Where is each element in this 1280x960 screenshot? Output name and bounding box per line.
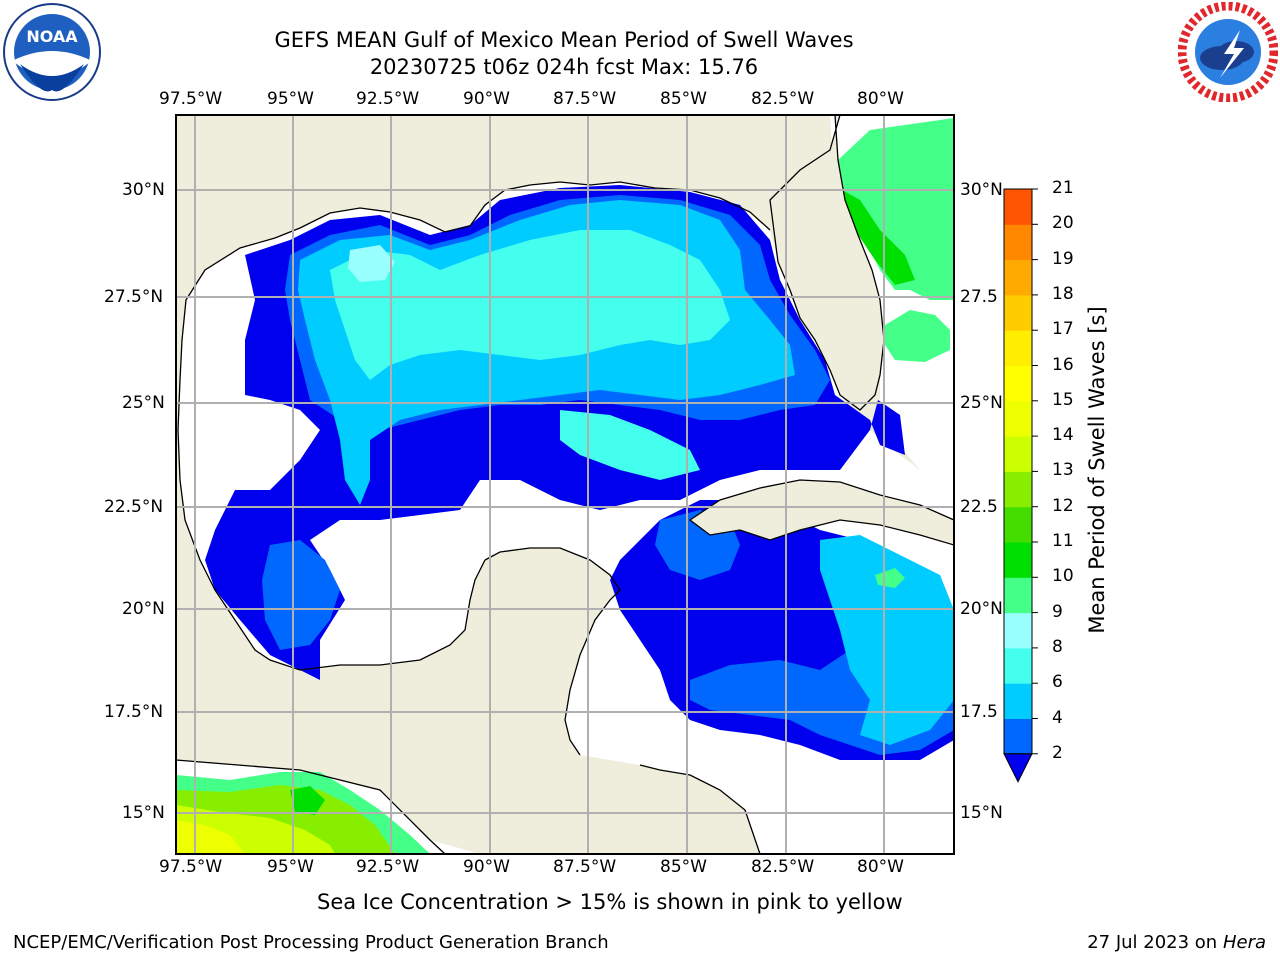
lon-label-top: 92.5°W bbox=[356, 89, 420, 109]
lon-label-bottom: 80°W bbox=[857, 857, 904, 877]
lat-label-left: 27.5°N bbox=[104, 287, 164, 307]
colorbar-tick-label: 15 bbox=[1052, 389, 1074, 410]
colorbar-extend-arrow bbox=[1003, 753, 1033, 783]
lon-label-top: 87.5°W bbox=[553, 89, 617, 109]
pacific-band-11-12 bbox=[290, 786, 325, 815]
grid-lines bbox=[176, 115, 954, 854]
lon-label-top: 80°W bbox=[857, 89, 904, 109]
colorbar-segment bbox=[1004, 506, 1032, 543]
lat-label-left: 22.5°N bbox=[104, 497, 164, 517]
swell-band-9-10 bbox=[348, 245, 395, 282]
pacific-band-14-15 bbox=[176, 820, 245, 854]
lon-label-bottom: 82.5°W bbox=[751, 857, 815, 877]
swell-band-4-6-west bbox=[262, 540, 340, 650]
lat-label-right: 30°N bbox=[960, 180, 1003, 200]
map-frame bbox=[175, 114, 955, 855]
noaa-logo: NOAA bbox=[3, 3, 101, 101]
lon-label-top: 95°W bbox=[267, 89, 314, 109]
colorbar-segment bbox=[1004, 542, 1032, 578]
colorbar-tick-label: 16 bbox=[1052, 354, 1074, 375]
gulf-coastline bbox=[177, 181, 771, 481]
lat-label-right: 27.5 bbox=[960, 287, 998, 307]
lon-label-bottom: 90°W bbox=[463, 857, 510, 877]
colorbar-tick-label: 14 bbox=[1052, 425, 1074, 446]
colorbar-tick-label: 19 bbox=[1052, 248, 1074, 269]
colorbar-segment bbox=[1004, 683, 1032, 719]
lat-label-right: 22.5 bbox=[960, 497, 998, 517]
lon-label-bottom: 87.5°W bbox=[553, 857, 617, 877]
lon-label-top: 97.5°W bbox=[159, 89, 223, 109]
central-america-coastline bbox=[176, 759, 446, 854]
swell-band-10-11-south-atlantic bbox=[885, 310, 950, 362]
lon-label-top: 82.5°W bbox=[751, 89, 815, 109]
swell-band-10-11-atlantic bbox=[838, 118, 954, 300]
swell-band-8-9 bbox=[330, 230, 730, 380]
colorbar-segment bbox=[1004, 612, 1032, 649]
colorbar-tick-label: 2 bbox=[1052, 742, 1063, 763]
colorbar-tick-label: 21 bbox=[1052, 178, 1074, 198]
colorbar-segment bbox=[1004, 294, 1032, 331]
nws-logo bbox=[1178, 2, 1278, 102]
colorbar-tick-label: 13 bbox=[1052, 460, 1074, 481]
chart-title: GEFS MEAN Gulf of Mexico Mean Period of … bbox=[274, 28, 854, 52]
lat-label-left: 25°N bbox=[122, 393, 165, 413]
colorbar-segment bbox=[1004, 436, 1032, 472]
swell-band-10-11-caribbean bbox=[875, 568, 905, 588]
date-text: 27 Jul 2023 on bbox=[1087, 932, 1218, 953]
lat-label-right: 17.5 bbox=[960, 702, 998, 722]
chart-subtitle: 20230725 t06z 024h fcst Max: 15.76 bbox=[369, 55, 759, 79]
colorbar-segment bbox=[1004, 189, 1032, 225]
lat-label-right: 15°N bbox=[960, 803, 1003, 823]
lat-label-left: 20°N bbox=[122, 599, 165, 619]
sea-ice-note: Sea Ice Concentration > 15% is shown in … bbox=[317, 890, 903, 914]
lat-label-left: 15°N bbox=[122, 803, 165, 823]
noaa-logo-text: NOAA bbox=[26, 27, 78, 46]
colorbar-segment bbox=[1004, 365, 1032, 402]
colorbar-tick-label: 20 bbox=[1052, 213, 1074, 234]
date-stamp: 27 Jul 2023 on Hera bbox=[1087, 932, 1266, 953]
map-layers bbox=[176, 115, 954, 854]
lat-label-right: 20°N bbox=[960, 599, 1003, 619]
colorbar-tick-label: 9 bbox=[1052, 601, 1063, 622]
lon-label-top: 85°W bbox=[660, 89, 707, 109]
lat-label-left: 17.5°N bbox=[104, 702, 164, 722]
colorbar-tick-label: 18 bbox=[1052, 283, 1074, 304]
lat-label-right: 25°N bbox=[960, 393, 1003, 413]
colorbar-segment bbox=[1004, 718, 1032, 755]
colorbar-tick-label: 4 bbox=[1052, 707, 1063, 728]
colorbar-segment bbox=[1004, 224, 1032, 261]
yucatan-coast bbox=[484, 547, 621, 756]
lon-label-bottom: 85°W bbox=[660, 857, 707, 877]
swell-band-6-8-caribbean bbox=[820, 535, 954, 745]
swell-band-11-12-atlantic bbox=[842, 190, 915, 285]
lon-label-bottom: 92.5°W bbox=[356, 857, 420, 877]
colorbar-segment bbox=[1004, 330, 1032, 366]
credit-text: NCEP/EMC/Verification Post Processing Pr… bbox=[13, 932, 609, 953]
mexico-coastline bbox=[179, 479, 486, 671]
lat-label-left: 30°N bbox=[122, 180, 165, 200]
colorbar-segment bbox=[1004, 259, 1032, 296]
colorbar-tick-label: 11 bbox=[1052, 531, 1074, 551]
lon-label-bottom: 97.5°W bbox=[159, 857, 223, 877]
swell-band-8-9-south bbox=[560, 410, 700, 480]
colorbar-label: Mean Period of Swell Waves [s] bbox=[1085, 306, 1109, 634]
host-name: Hera bbox=[1222, 932, 1266, 953]
colorbar-tick-label: 17 bbox=[1052, 319, 1074, 340]
lon-label-bottom: 95°W bbox=[267, 857, 314, 877]
lon-label-top: 90°W bbox=[463, 89, 510, 109]
colorbar-segment bbox=[1004, 400, 1032, 437]
colorbar-tick-label: 8 bbox=[1052, 636, 1063, 657]
colorbar-segment bbox=[1004, 471, 1032, 508]
colorbar-tick-label: 6 bbox=[1052, 672, 1063, 693]
colorbar-segment bbox=[1004, 647, 1032, 684]
colorbar-tick-label: 12 bbox=[1052, 495, 1074, 516]
colorbar-tick-label: 10 bbox=[1052, 566, 1074, 587]
honduras-coastline bbox=[639, 764, 761, 854]
colorbar-segment bbox=[1004, 577, 1032, 614]
